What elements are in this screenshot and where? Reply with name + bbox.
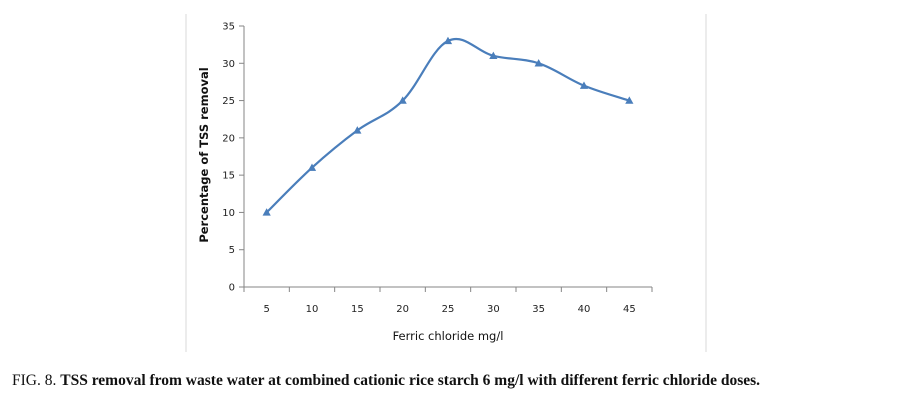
figure-caption: FIG. 8. TSS removal from waste water at …	[12, 372, 760, 390]
data-point-marker	[398, 96, 407, 104]
y-tick-label: 0	[229, 283, 235, 294]
x-tick-label: 15	[351, 304, 364, 315]
data-point-marker	[307, 163, 317, 171]
series-line	[265, 37, 630, 214]
x-tick-label: 25	[442, 304, 455, 315]
data-point-marker	[534, 59, 543, 67]
series-group	[262, 36, 634, 216]
y-tick-label: 30	[222, 59, 235, 70]
y-tick-label: 10	[222, 208, 235, 219]
y-tick-label: 20	[222, 133, 235, 144]
x-tick-label: 5	[263, 304, 269, 315]
data-point-marker	[262, 208, 271, 216]
y-tick-label: 5	[229, 245, 235, 256]
data-point-marker	[353, 126, 362, 134]
x-tick-label: 40	[578, 304, 591, 315]
y-tick-label: 25	[222, 96, 235, 107]
figure-label: FIG. 8.	[12, 372, 57, 389]
data-point-marker	[443, 36, 453, 45]
x-axis-title: Ferric chloride mg/l	[393, 329, 504, 343]
y-axis: 0 5 10 15 20 25 30 35	[222, 22, 245, 294]
data-point-marker	[625, 96, 634, 104]
y-tick-label: 35	[222, 22, 235, 33]
data-point-marker	[579, 81, 589, 89]
x-axis: 5 10 15 20 25 30 35 40 45	[243, 286, 653, 315]
x-tick-label: 35	[532, 304, 545, 315]
y-axis-title: Percentage of TSS removal	[197, 67, 211, 242]
x-tick-label: 45	[623, 304, 636, 315]
y-tick-label: 15	[222, 171, 235, 182]
figure-caption-text: TSS removal from waste water at combined…	[60, 372, 761, 389]
data-point-marker	[489, 51, 498, 60]
x-tick-label: 20	[396, 304, 409, 315]
x-tick-label: 30	[487, 304, 500, 315]
x-tick-label: 10	[306, 304, 319, 315]
